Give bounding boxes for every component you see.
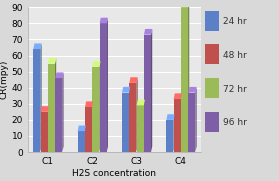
Polygon shape <box>92 101 93 152</box>
Polygon shape <box>144 100 145 152</box>
Polygon shape <box>100 23 107 152</box>
Bar <box>205 112 219 132</box>
Polygon shape <box>40 43 42 152</box>
Polygon shape <box>174 99 181 152</box>
Polygon shape <box>181 93 182 152</box>
Polygon shape <box>174 93 182 99</box>
Polygon shape <box>55 72 64 78</box>
Polygon shape <box>33 49 40 152</box>
Polygon shape <box>48 106 49 152</box>
Text: 96 hr: 96 hr <box>223 118 246 127</box>
Bar <box>205 44 219 64</box>
Y-axis label: CR(mpy): CR(mpy) <box>0 60 9 99</box>
Polygon shape <box>85 125 86 152</box>
Polygon shape <box>144 35 151 152</box>
Polygon shape <box>85 101 93 107</box>
Polygon shape <box>181 2 189 7</box>
X-axis label: H2S concentration: H2S concentration <box>72 169 157 178</box>
Polygon shape <box>137 100 145 105</box>
Polygon shape <box>188 87 196 92</box>
Polygon shape <box>99 61 100 152</box>
Polygon shape <box>55 78 62 152</box>
Polygon shape <box>136 77 138 152</box>
Polygon shape <box>92 67 99 152</box>
Polygon shape <box>122 87 130 92</box>
Polygon shape <box>62 72 64 152</box>
Polygon shape <box>48 58 56 64</box>
Polygon shape <box>181 7 188 152</box>
Polygon shape <box>188 92 196 152</box>
Polygon shape <box>55 58 56 152</box>
Polygon shape <box>151 29 152 152</box>
Bar <box>205 11 219 31</box>
Polygon shape <box>122 92 129 152</box>
Polygon shape <box>188 2 189 152</box>
Polygon shape <box>85 107 92 152</box>
Polygon shape <box>92 61 100 67</box>
Bar <box>205 78 219 98</box>
Polygon shape <box>166 120 174 152</box>
Polygon shape <box>78 125 86 131</box>
Polygon shape <box>78 131 85 152</box>
Polygon shape <box>41 106 49 112</box>
Polygon shape <box>107 18 108 152</box>
Polygon shape <box>129 87 130 152</box>
Polygon shape <box>129 77 138 83</box>
Polygon shape <box>48 64 55 152</box>
Polygon shape <box>137 105 144 152</box>
Polygon shape <box>166 114 175 120</box>
Polygon shape <box>129 83 136 152</box>
Polygon shape <box>144 29 152 35</box>
Polygon shape <box>41 112 48 152</box>
Text: 72 hr: 72 hr <box>223 85 246 94</box>
Text: 24 hr: 24 hr <box>223 17 246 26</box>
Text: 48 hr: 48 hr <box>223 51 246 60</box>
Polygon shape <box>174 114 175 152</box>
Polygon shape <box>33 43 42 49</box>
Polygon shape <box>100 18 108 23</box>
